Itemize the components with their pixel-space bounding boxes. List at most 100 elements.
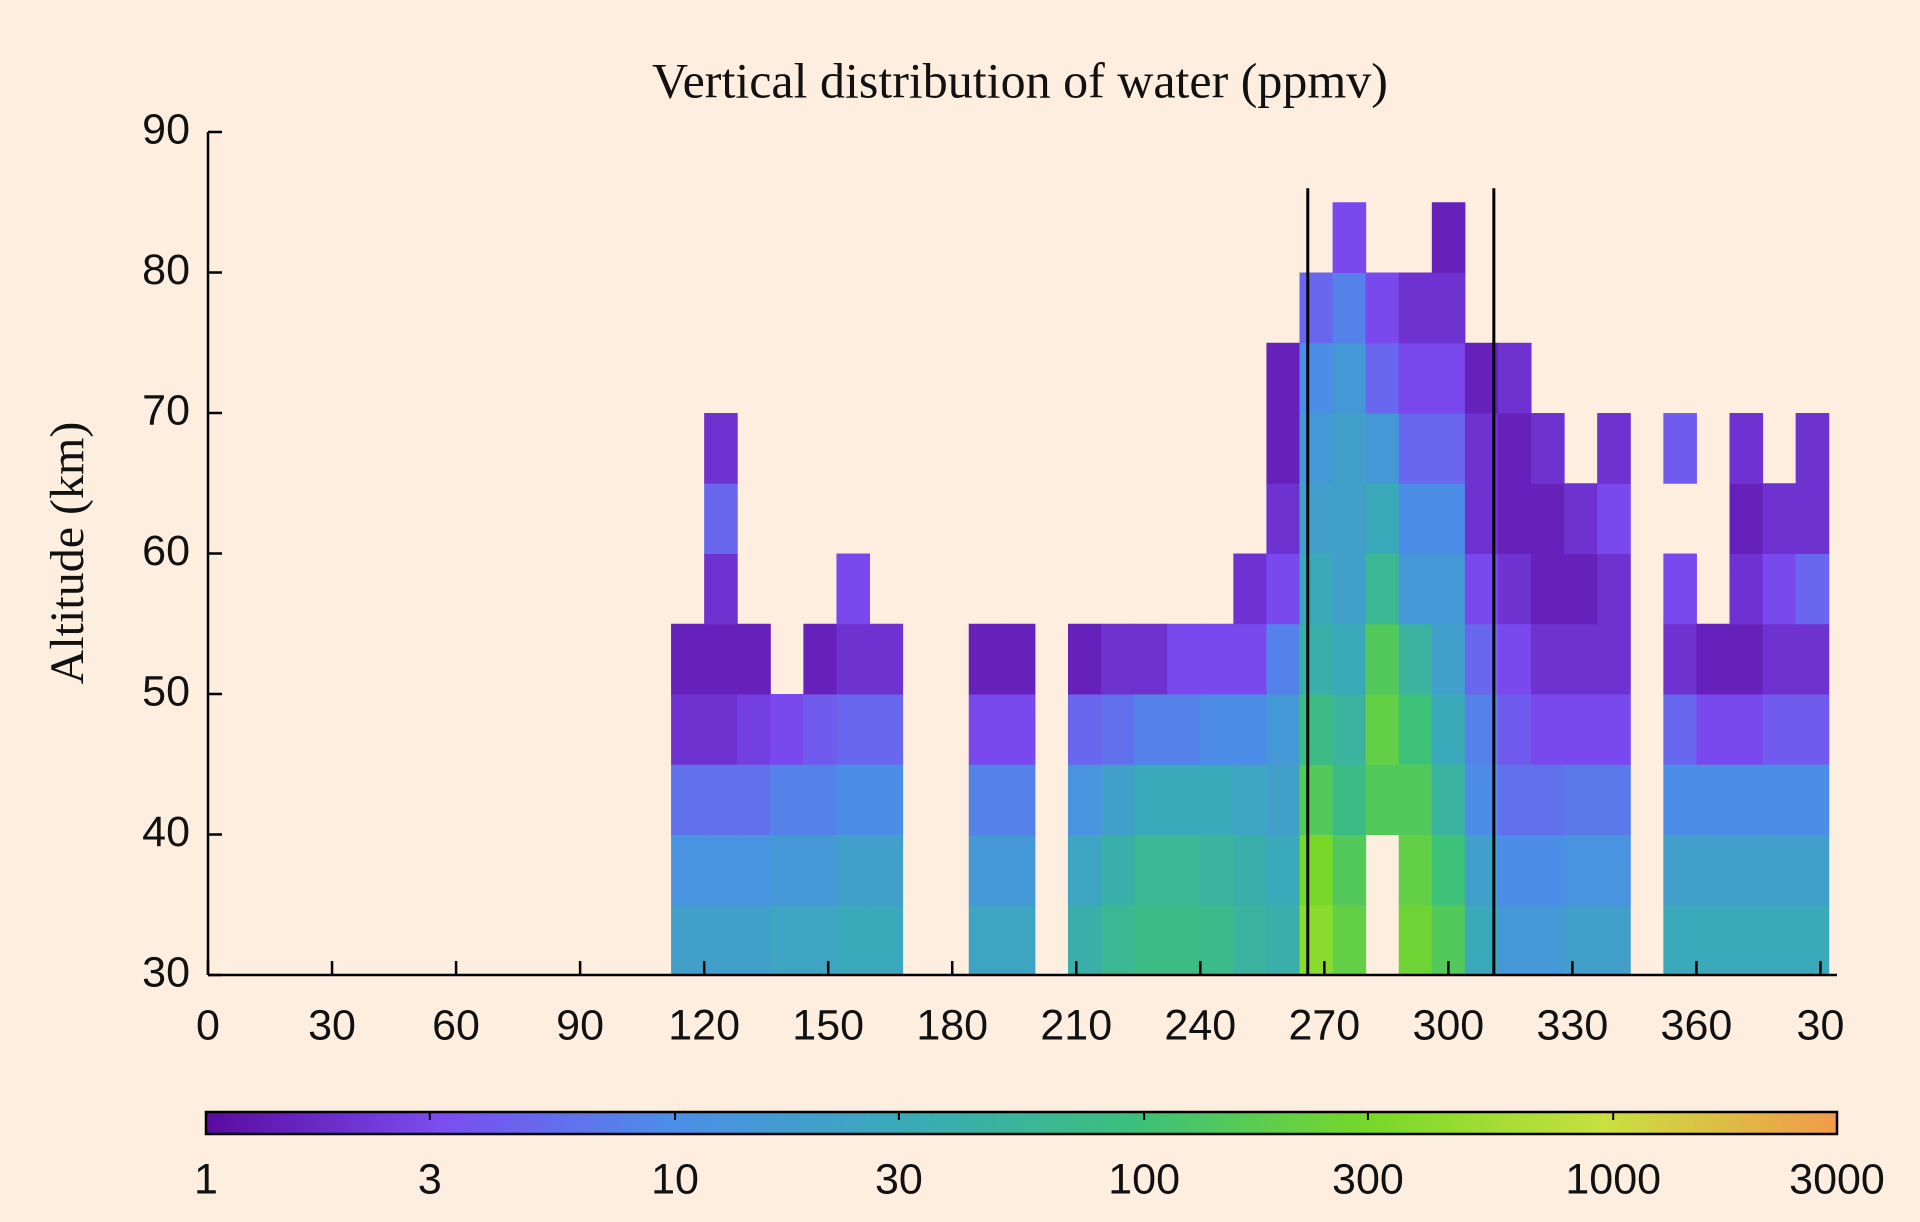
heat-cell [1497, 623, 1532, 695]
heat-cell [1431, 553, 1466, 625]
heat-cell [1762, 694, 1797, 765]
heat-cell [968, 764, 1003, 835]
heat-cell [1564, 694, 1598, 765]
heat-cell [1266, 764, 1301, 835]
heat-cell [1597, 834, 1631, 906]
heat-cell [1597, 694, 1631, 765]
heat-cell [1597, 483, 1631, 554]
heat-cell [1299, 342, 1334, 414]
heat-cell [770, 764, 804, 835]
heat-cell [1365, 342, 1400, 414]
heat-cell [704, 413, 738, 484]
heat-cell [1200, 623, 1234, 695]
heat-cell [869, 834, 904, 906]
heat-cell [1299, 272, 1334, 344]
heat-cell [737, 764, 771, 835]
heat-cell [671, 834, 705, 906]
heat-cell [704, 694, 738, 765]
heat-cell [1564, 483, 1598, 554]
heat-cell [1497, 342, 1532, 414]
heat-cell [1762, 764, 1797, 835]
heat-cell [1332, 413, 1367, 484]
heat-cell [1167, 834, 1201, 906]
heat-cell [1663, 623, 1697, 695]
heat-cell [1233, 553, 1267, 625]
y-tick-label: 50 [142, 667, 190, 715]
heat-cell [1564, 834, 1598, 906]
heat-cell [1729, 623, 1764, 695]
heat-cell [1332, 272, 1367, 344]
y-tick-label: 80 [142, 246, 190, 294]
heat-cell [1497, 764, 1532, 835]
heat-cell [671, 694, 705, 765]
heat-cell [1101, 764, 1135, 835]
heat-cell [1531, 694, 1565, 765]
heat-cell [1795, 764, 1830, 835]
heat-cell [1795, 623, 1830, 695]
heat-cell [1001, 834, 1036, 906]
heat-cell [1299, 764, 1334, 835]
heat-cell [869, 764, 904, 835]
colorbar-tick-label: 100 [1108, 1155, 1180, 1203]
heat-cell [1762, 904, 1797, 976]
heat-cell [1299, 623, 1334, 695]
heat-cell [1266, 553, 1301, 625]
heat-cell [1365, 764, 1400, 835]
heat-cell [1696, 834, 1731, 906]
heat-cell [1729, 553, 1764, 625]
x-tick-label: 210 [1040, 1001, 1112, 1049]
heat-cell [1696, 904, 1731, 976]
heat-cell [1233, 764, 1267, 835]
heat-cell [1266, 834, 1301, 906]
heat-cell [1398, 342, 1433, 414]
heat-cell [803, 904, 837, 976]
heat-cell [1762, 623, 1797, 695]
heat-cell [1365, 553, 1400, 625]
heat-cell [968, 694, 1003, 765]
heat-cell [1762, 553, 1797, 625]
heat-cell [1398, 834, 1433, 906]
heat-cell [1233, 694, 1267, 765]
heat-cell [836, 623, 871, 695]
heat-cell [1531, 904, 1565, 976]
heat-cell [1067, 834, 1102, 906]
heat-cell [1101, 623, 1135, 695]
heat-cell [1762, 834, 1797, 906]
heat-cell [1497, 553, 1532, 625]
heat-cell [836, 694, 871, 765]
heat-cell [704, 904, 738, 976]
x-tick-label: 330 [1537, 1001, 1609, 1049]
heat-cell [1531, 483, 1565, 554]
heat-cell [1531, 623, 1565, 695]
heat-cell [1398, 272, 1433, 344]
heat-cell [1795, 483, 1830, 554]
heat-cell [1497, 904, 1532, 976]
x-tick-label: 270 [1288, 1001, 1360, 1049]
heat-cell [1134, 764, 1168, 835]
heat-cell [1067, 694, 1102, 765]
heat-cell [869, 694, 904, 765]
heat-cell [836, 764, 871, 835]
heat-cell [1729, 483, 1764, 554]
heat-cell [1233, 904, 1267, 976]
x-tick-label: 180 [916, 1001, 988, 1049]
heat-cell [1299, 413, 1334, 484]
colorbar-tick-label: 3000 [1789, 1155, 1885, 1203]
heat-cell [1266, 623, 1301, 695]
heat-cell [1696, 764, 1731, 835]
heat-cell [1663, 694, 1697, 765]
heat-cell [1266, 342, 1301, 414]
heat-cell [1365, 623, 1400, 695]
colorbar-tick-label: 30 [875, 1155, 923, 1203]
heat-cell [1365, 272, 1400, 344]
x-tick-label: 120 [668, 1001, 740, 1049]
heat-cell [1200, 694, 1234, 765]
heat-cell [1431, 483, 1466, 554]
heat-cell [1795, 694, 1830, 765]
heat-cell [1001, 904, 1036, 976]
heat-cell [803, 623, 837, 695]
heat-cell [1729, 764, 1764, 835]
heat-cell [770, 694, 804, 765]
heat-cell [1564, 623, 1598, 695]
heat-cell [1663, 413, 1697, 484]
